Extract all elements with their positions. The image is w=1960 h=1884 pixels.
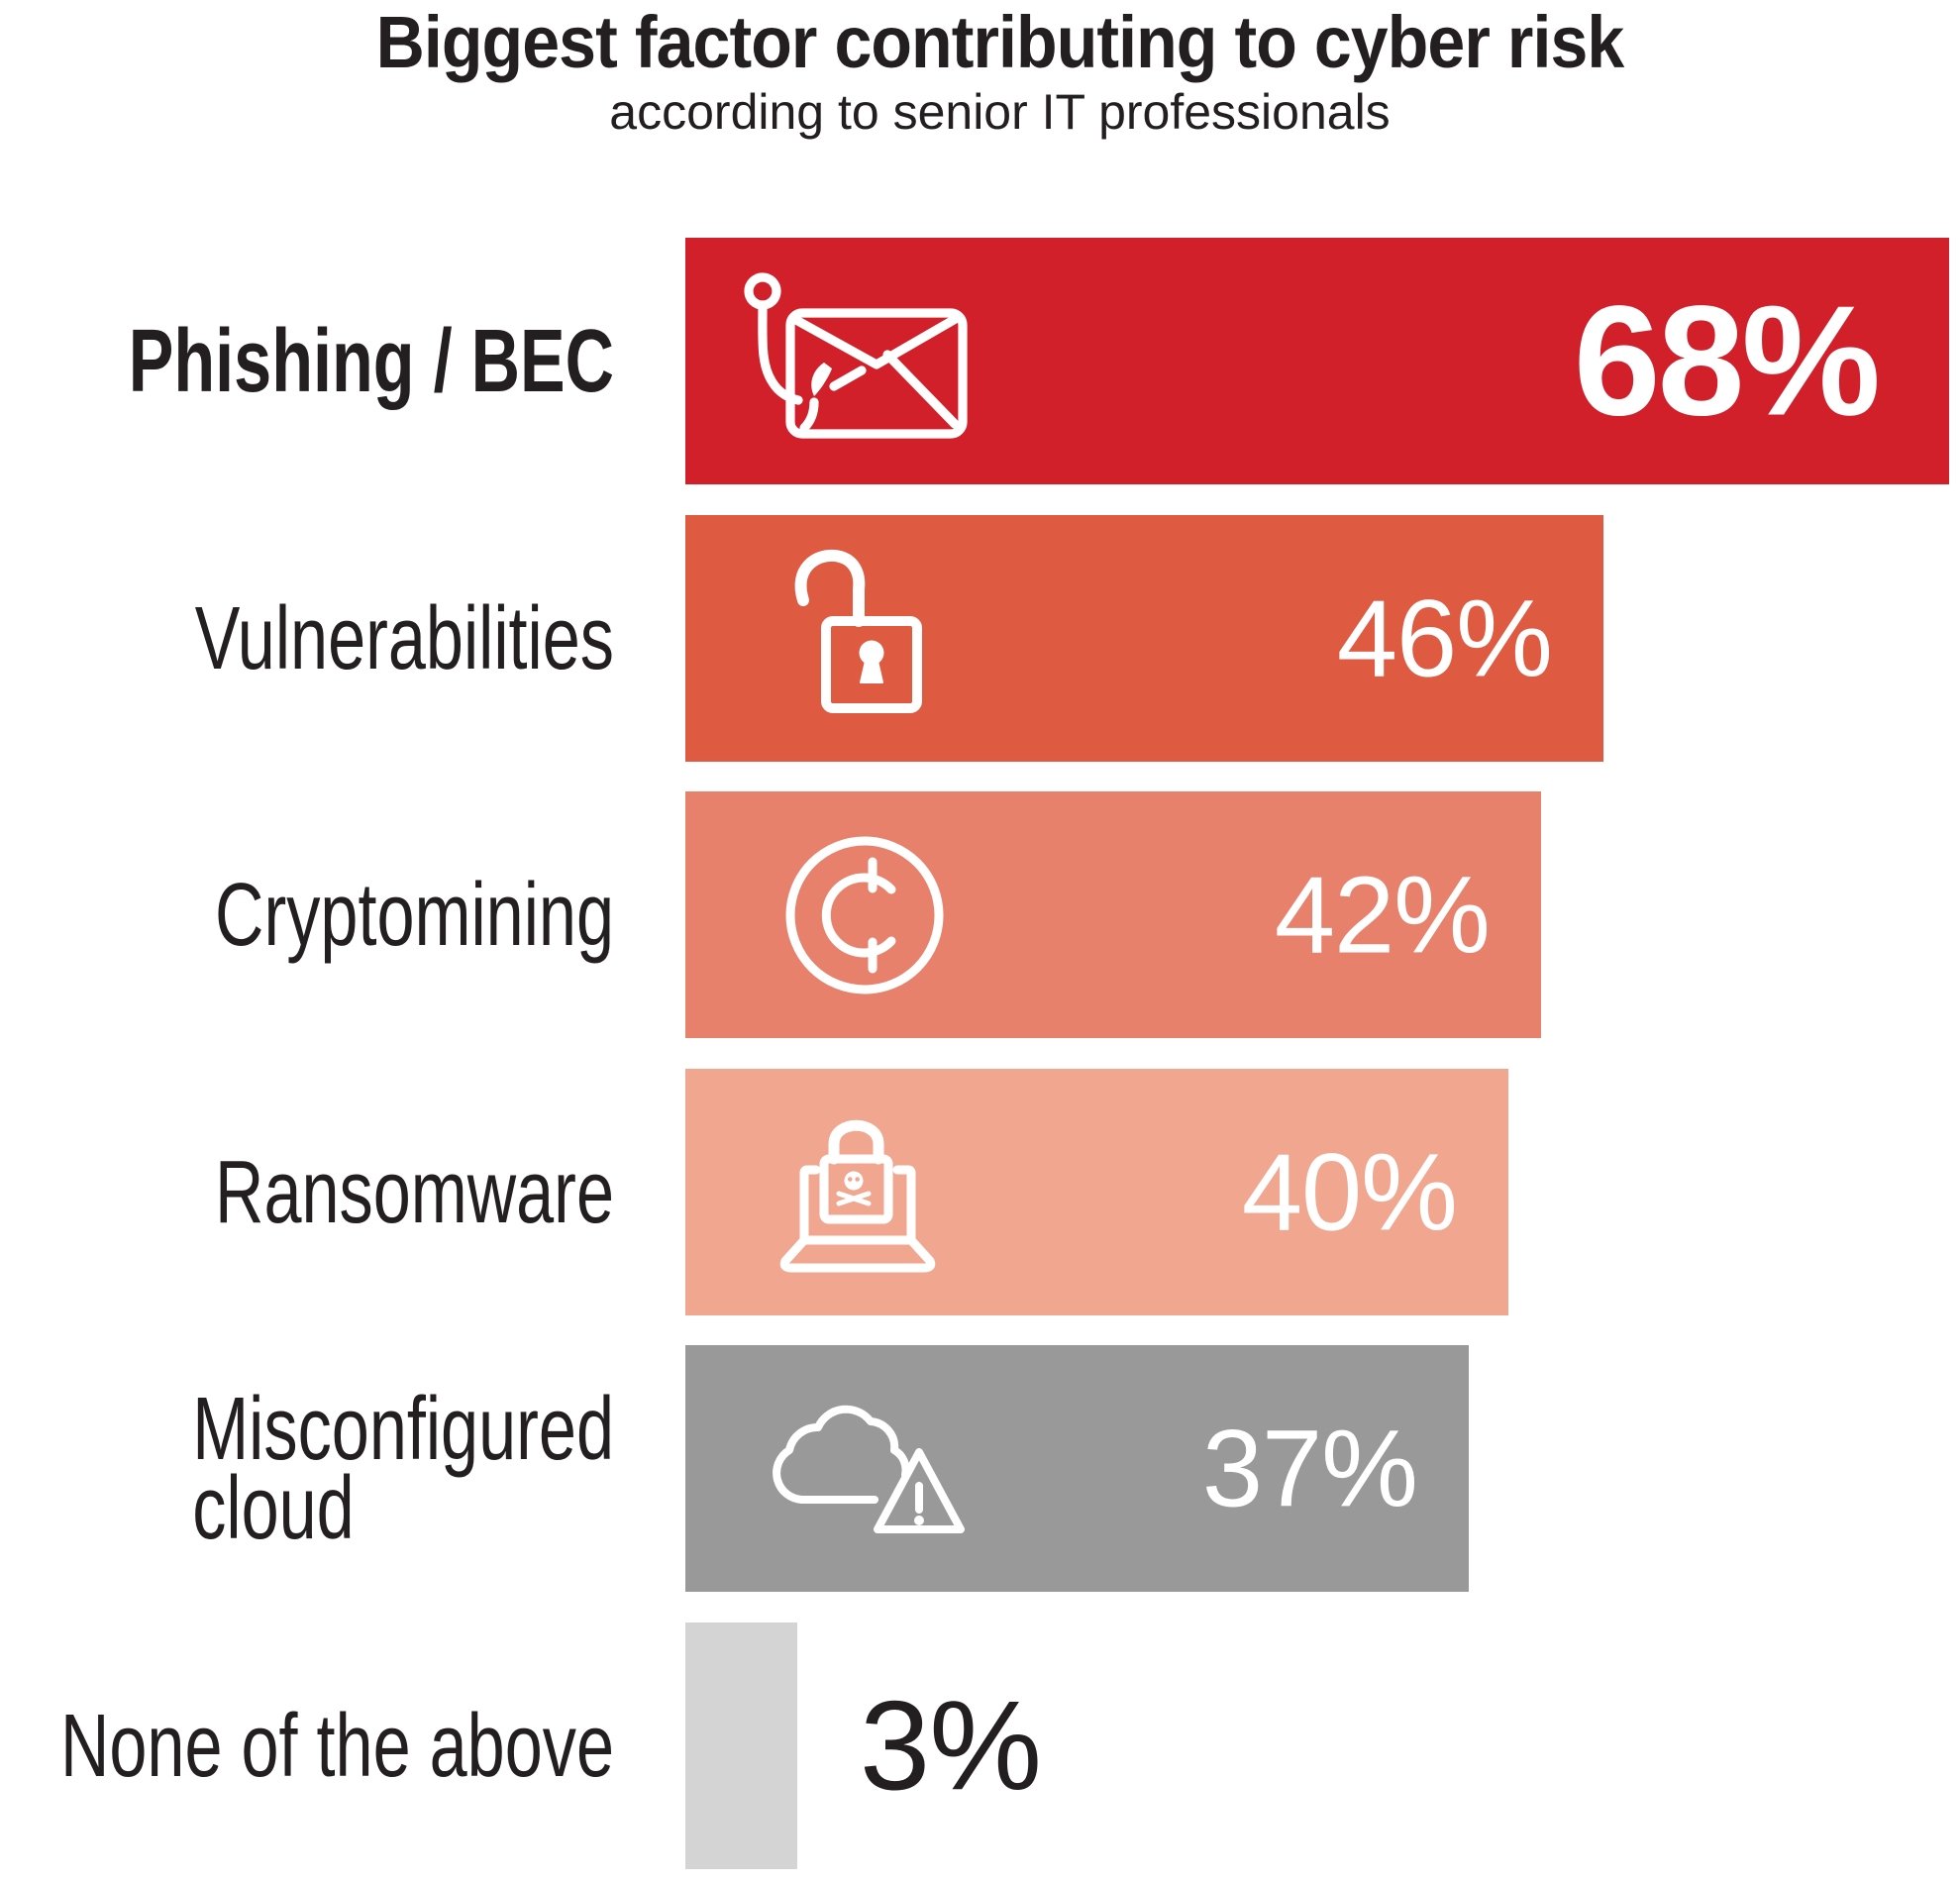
bar-cryptomining: 42% xyxy=(685,791,1541,1038)
category-label: Ransomware xyxy=(215,1142,614,1242)
open-padlock-icon xyxy=(790,549,922,714)
category-label: Vulnerabilities xyxy=(194,588,614,688)
value-label: 37% xyxy=(1201,1408,1418,1529)
bar-vulnerabilities: 46% xyxy=(685,515,1603,762)
crypto-coin-icon xyxy=(780,831,949,999)
category-label: Phishing / BEC xyxy=(128,311,614,411)
bar-misconfigured-cloud: 37% xyxy=(685,1345,1469,1592)
bar-row-vulnerabilities: Vulnerabilities 46% xyxy=(0,515,1960,762)
category-label: Cryptomining xyxy=(215,865,614,965)
bar-row-ransomware: Ransomware 40% xyxy=(0,1069,1960,1315)
category-label: Misconfigured cloud xyxy=(148,1345,614,1592)
bar-row-phishing: Phishing / BEC 68% xyxy=(0,238,1960,484)
phishing-hook-email-icon xyxy=(729,262,996,460)
ransomware-locked-laptop-icon xyxy=(778,1110,952,1274)
value-label: 42% xyxy=(1274,854,1491,976)
bar-ransomware: 40% xyxy=(685,1069,1508,1315)
value-label: 46% xyxy=(1336,577,1553,699)
category-label-line1: Misconfigured xyxy=(192,1379,614,1479)
bar-none-of-the-above xyxy=(685,1622,797,1869)
category-label-line2: cloud xyxy=(192,1458,355,1558)
bar-row-misconfigured-cloud: Misconfigured cloud 37% xyxy=(0,1345,1960,1592)
value-label: 68% xyxy=(1573,273,1881,448)
value-label: 3% xyxy=(860,1675,1042,1817)
bar-phishing: 68% xyxy=(685,238,1949,484)
bar-row-none-of-the-above: None of the above 3% xyxy=(0,1622,1960,1869)
value-label: 40% xyxy=(1241,1131,1458,1253)
bar-row-cryptomining: Cryptomining 42% xyxy=(0,791,1960,1038)
chart-subtitle: according to senior IT professionals xyxy=(609,84,1391,140)
cloud-warning-icon xyxy=(759,1390,969,1538)
chart-title: Biggest factor contributing to cyber ris… xyxy=(375,1,1625,83)
category-label: None of the above xyxy=(59,1696,614,1796)
